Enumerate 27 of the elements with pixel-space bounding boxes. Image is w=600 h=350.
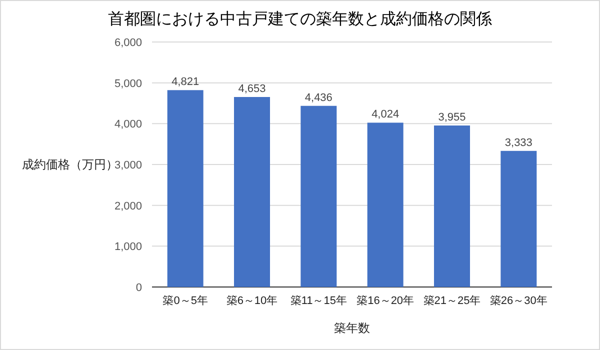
x-tick-label: 築16～20年: [356, 295, 414, 307]
data-label: 3,955: [438, 112, 466, 124]
x-tick-label: 築0～5年: [162, 295, 208, 307]
x-axis-title: 築年数: [334, 321, 370, 335]
y-tick-label: 5,000: [114, 78, 142, 90]
y-tick-label: 2,000: [114, 200, 142, 212]
x-tick-label: 築21～25年: [423, 295, 481, 307]
x-tick-label: 築11～15年: [290, 295, 347, 307]
bar: [234, 97, 270, 287]
y-tick-label: 6,000: [114, 37, 142, 49]
chart-title: 首都圏における中古戸建ての築年数と成約価格の関係: [108, 10, 492, 28]
data-label: 4,821: [172, 76, 200, 88]
y-tick-label: 1,000: [114, 241, 142, 254]
y-tick-label: 0: [136, 282, 142, 294]
x-tick-label: 築26～30年: [490, 295, 548, 307]
y-tick-label: 4,000: [114, 118, 142, 131]
data-label: 3,333: [504, 136, 532, 149]
data-label: 4,436: [304, 92, 332, 104]
y-tick-label: 3,000: [114, 160, 142, 172]
bar: [367, 122, 404, 287]
bar: [300, 106, 337, 287]
bar: [500, 150, 537, 287]
data-label: 4,653: [238, 83, 266, 96]
data-label: 4,024: [372, 108, 400, 121]
bar: [167, 90, 204, 287]
x-tick-label: 築6～10年: [226, 295, 278, 307]
bar: [434, 126, 470, 287]
